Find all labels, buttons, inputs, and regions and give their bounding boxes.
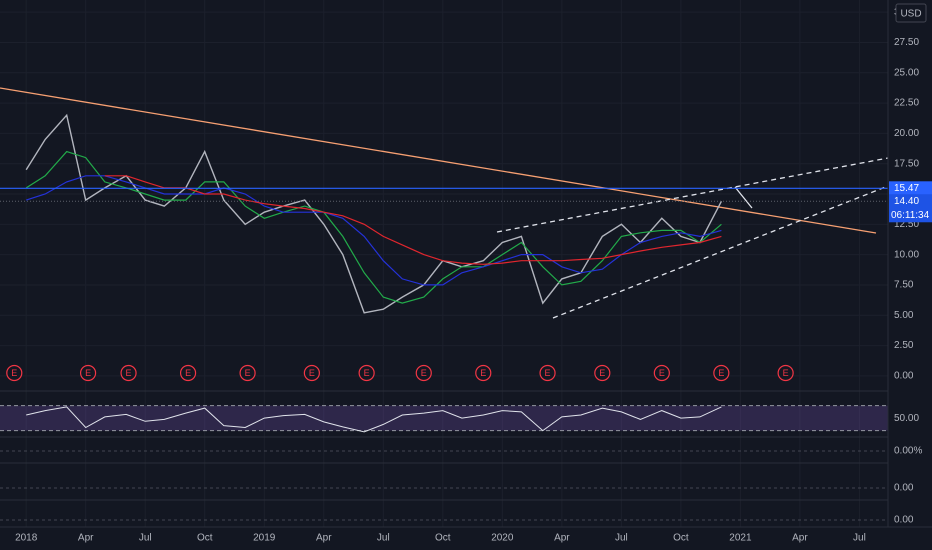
channel-upper (496, 157, 889, 233)
moving-average (25, 150, 722, 304)
moving-average (26, 175, 722, 286)
earnings-marker (358, 364, 375, 382)
earnings-label: E (185, 368, 191, 378)
y-tick-label: 27.50 (894, 37, 919, 48)
moving-average (104, 175, 722, 265)
x-tick-label: 2018 (15, 533, 38, 544)
earnings-label: E (364, 368, 370, 378)
earnings-marker (415, 364, 432, 382)
drawings (0, 87, 889, 319)
price-label: 15.47 (894, 183, 919, 194)
y-tick-label: 2.50 (894, 340, 914, 351)
rsi-line (26, 406, 722, 433)
y-tick-label: 0.00 (894, 371, 914, 382)
earnings-marker (303, 364, 320, 382)
last-price-box (889, 194, 932, 223)
x-tick-label: Jul (615, 533, 628, 544)
earnings-label: E (11, 368, 17, 378)
earnings-label: E (545, 368, 551, 378)
y-tick-label: 20.00 (894, 128, 919, 139)
x-tick-label: 2021 (729, 533, 752, 544)
earnings-marker (713, 364, 730, 382)
earnings-label: E (126, 368, 132, 378)
axis: 0.002.505.007.5010.0012.5015.0017.5020.0… (15, 7, 932, 544)
x-tick-label: Oct (673, 533, 689, 544)
earnings-marker (6, 364, 23, 382)
x-tick-label: Apr (554, 533, 570, 544)
last-price-label: 14.40 (894, 196, 919, 207)
earnings-label: E (421, 368, 427, 378)
earnings-marker (653, 364, 670, 382)
macd-tick-label: 0.00 (894, 483, 914, 494)
earnings-label: E (245, 368, 251, 378)
grid (0, 0, 888, 527)
earnings-marker (777, 364, 794, 382)
earnings-marker (79, 364, 97, 382)
y-tick-label: 17.50 (894, 158, 919, 169)
y-tick-label: 25.00 (894, 67, 919, 78)
countdown: 06:11:34 (891, 210, 930, 221)
x-tick-label: Apr (316, 533, 332, 544)
price-line (25, 113, 723, 314)
drawing-line (734, 186, 753, 209)
x-tick-label: Jul (139, 533, 152, 544)
percent-tick-label: 0.00% (894, 446, 922, 457)
earnings-label: E (599, 368, 605, 378)
y-tick-label: 5.00 (894, 310, 914, 321)
pane-dividers (0, 0, 932, 528)
earnings-label: E (480, 368, 486, 378)
trend-line (0, 87, 877, 234)
earnings-marker (179, 364, 197, 382)
x-tick-label: 2020 (491, 533, 514, 544)
currency-box (895, 3, 927, 23)
currency: USD (900, 9, 921, 20)
earnings-label: E (659, 368, 665, 378)
x-tick-label: Apr (78, 533, 94, 544)
stoch-tick-label: 0.00 (894, 515, 914, 526)
earnings-label: E (85, 368, 91, 378)
x-tick-label: Oct (435, 533, 451, 544)
y-tick-label: 7.50 (894, 280, 914, 291)
earnings-marker (239, 364, 256, 382)
earnings-marker (475, 364, 492, 382)
x-tick-label: 2019 (253, 533, 276, 544)
earnings-marker (594, 364, 611, 382)
earnings-label: E (718, 368, 724, 378)
channel-lower (552, 185, 889, 319)
earnings-label: E (783, 368, 789, 378)
earnings-marker (120, 364, 137, 382)
x-tick-label: Oct (197, 533, 213, 544)
price-label-box (889, 181, 932, 196)
y-tick-label: 12.50 (894, 219, 919, 230)
rsi-band (0, 405, 888, 431)
x-tick-label: Jul (853, 533, 866, 544)
x-tick-label: Jul (377, 533, 390, 544)
earnings-label: E (309, 368, 315, 378)
rsi-tick-label: 50.00 (894, 413, 919, 424)
earnings-marker (539, 364, 556, 382)
y-tick-label: 22.50 (894, 98, 919, 109)
x-tick-label: Apr (792, 533, 808, 544)
y-tick-label: 10.00 (894, 249, 919, 260)
